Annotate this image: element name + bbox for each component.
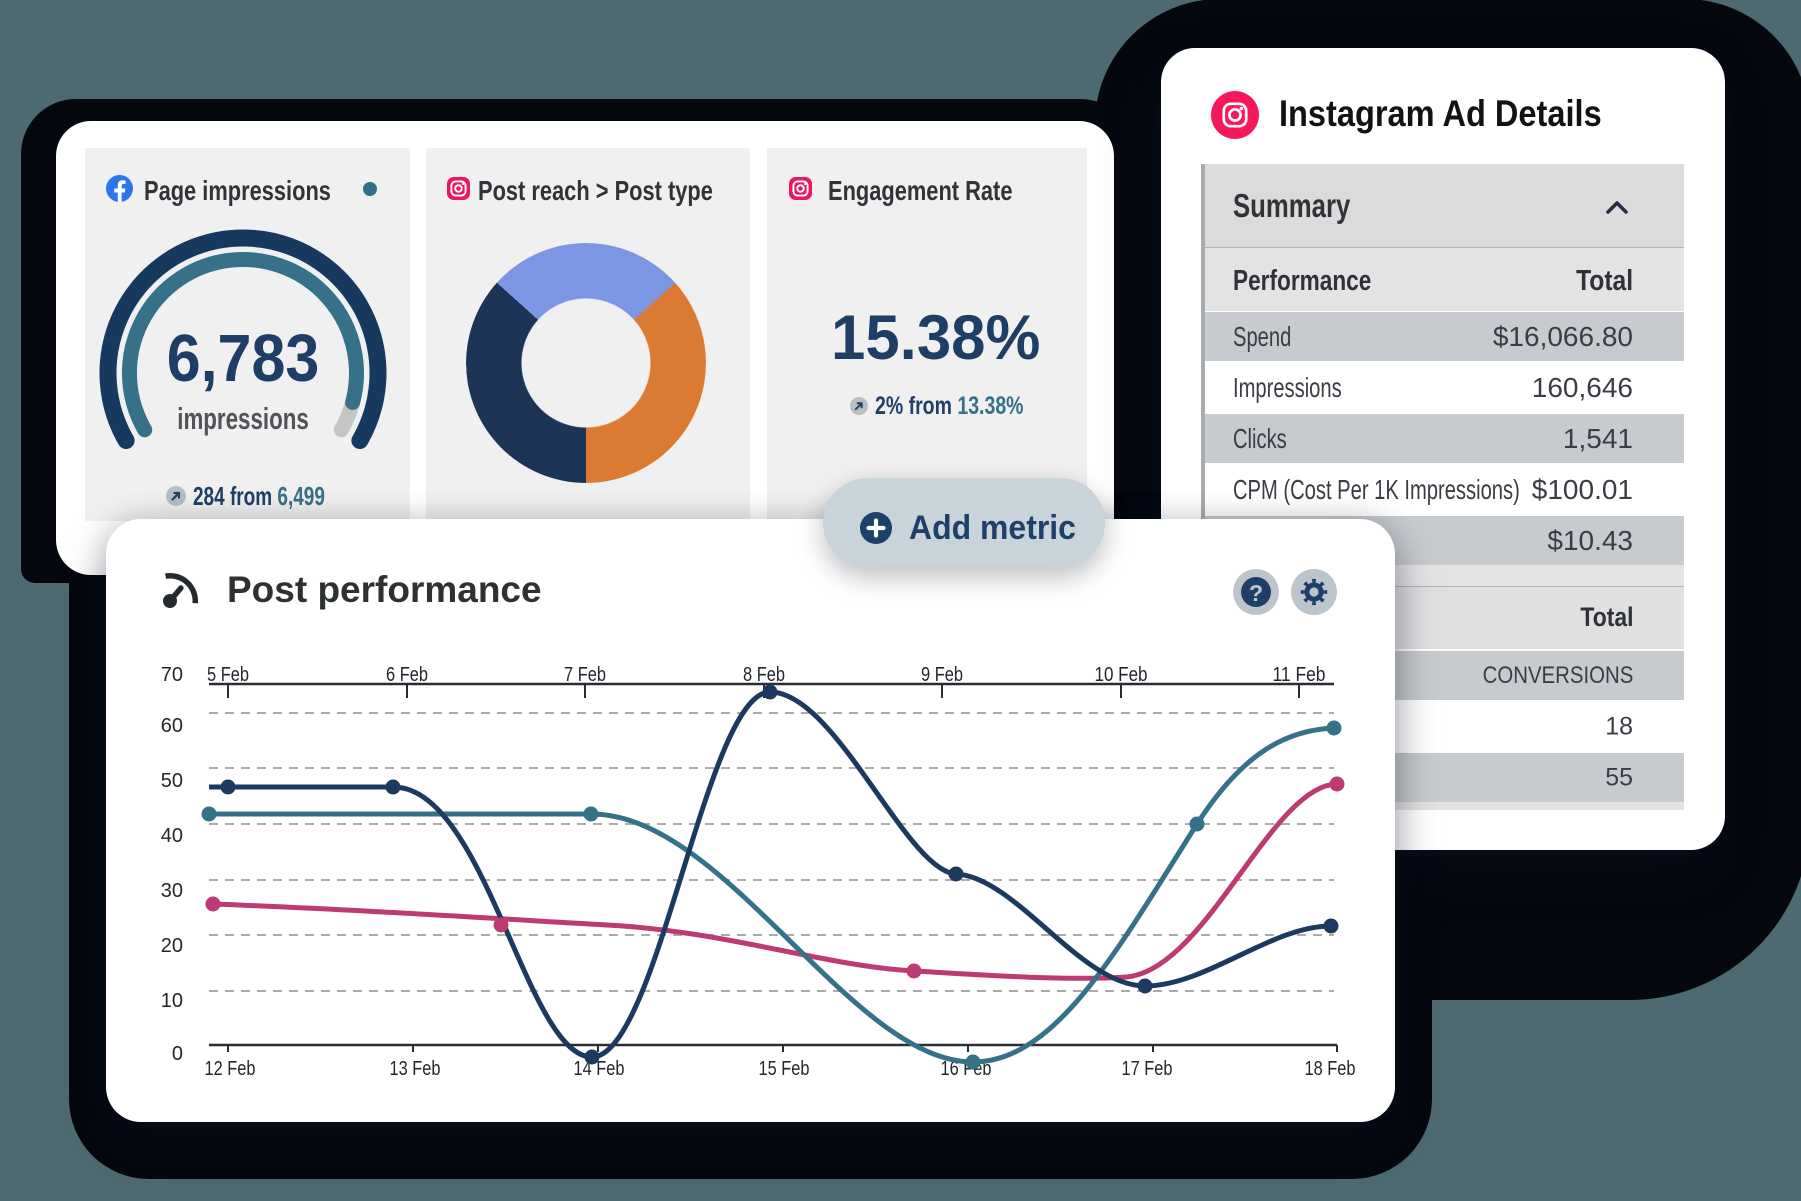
svg-text:20: 20	[161, 935, 183, 957]
svg-text:11 Feb: 11 Feb	[1273, 664, 1326, 686]
svg-text:15 Feb: 15 Feb	[759, 1058, 810, 1080]
svg-text:12 Feb: 12 Feb	[205, 1058, 256, 1080]
svg-text:70: 70	[161, 664, 183, 686]
svg-text:8 Feb: 8 Feb	[743, 664, 785, 686]
svg-text:17 Feb: 17 Feb	[1122, 1058, 1173, 1080]
svg-text:7 Feb: 7 Feb	[564, 664, 606, 686]
svg-text:50: 50	[161, 770, 183, 792]
svg-text:0: 0	[172, 1043, 183, 1065]
svg-text:10 Feb: 10 Feb	[1095, 664, 1148, 686]
svg-text:5 Feb: 5 Feb	[207, 664, 249, 686]
svg-text:9 Feb: 9 Feb	[921, 664, 963, 686]
svg-text:30: 30	[161, 880, 183, 902]
svg-text:13 Feb: 13 Feb	[390, 1058, 441, 1080]
svg-text:60: 60	[161, 715, 183, 737]
svg-text:14 Feb: 14 Feb	[574, 1058, 625, 1080]
svg-text:10: 10	[161, 990, 183, 1012]
svg-text:6 Feb: 6 Feb	[386, 664, 428, 686]
svg-text:18 Feb: 18 Feb	[1305, 1058, 1356, 1080]
svg-text:40: 40	[161, 825, 183, 847]
